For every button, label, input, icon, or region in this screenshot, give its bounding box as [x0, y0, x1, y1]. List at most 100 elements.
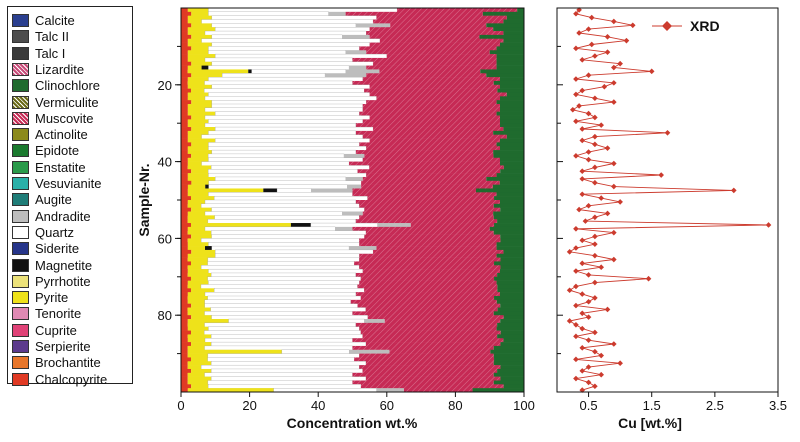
bar-segment-hatch — [359, 242, 497, 247]
legend-swatch — [12, 46, 29, 60]
legend-item: Clinochlore — [12, 77, 100, 94]
bar-segment-pyrite — [187, 246, 206, 251]
bar-segment-pyrite — [187, 322, 205, 328]
bar-segment-quartz — [201, 238, 360, 243]
xrd-point — [585, 202, 592, 209]
bar-segment-hatch — [362, 176, 487, 182]
bar-segment-hatch — [390, 23, 487, 28]
bar-segment-quartz — [208, 119, 363, 124]
bar-segment-quartz — [211, 361, 367, 366]
bar-segment-quartz — [204, 57, 353, 63]
bar-segment-chalcopyrite — [181, 257, 188, 262]
bar-segment-clinochlore — [500, 376, 524, 381]
bar-segment-pyrite — [191, 342, 212, 347]
bar-segment-quartz — [201, 265, 360, 270]
bar-segment-pyrite — [187, 19, 202, 24]
bar-segment-clinochlore — [500, 303, 524, 308]
bar-segment-hatch — [364, 88, 498, 93]
bar-segment-chalcopyrite — [181, 27, 188, 32]
bar-segment-quartz — [208, 157, 363, 163]
bar-segment-clinochlore — [493, 80, 524, 86]
bar-segment-pyrite — [187, 38, 202, 43]
xrd-point — [611, 18, 617, 25]
bar-segment-hatch — [365, 307, 498, 312]
bar-segment-chalcopyrite — [181, 338, 188, 343]
legend-item: Chalcopyrite — [12, 371, 107, 388]
bar-segment-hatch — [369, 34, 480, 40]
bar-segment-hatch — [366, 31, 504, 36]
bar-segment-chalcopyrite — [181, 100, 192, 105]
bar-segment-clinochlore — [497, 272, 524, 278]
bar-segment-quartz — [208, 46, 360, 51]
bar-segment-andradite — [355, 23, 391, 28]
bar-segment-hatch — [359, 46, 497, 51]
bar-segment-chalcopyrite — [181, 226, 188, 232]
bar-segment-clinochlore — [486, 23, 524, 28]
xrd-point — [579, 57, 586, 63]
bar-segment-pyrite — [187, 230, 212, 235]
bar-segment-clinochlore — [503, 19, 524, 24]
bar-segment-clinochlore — [499, 107, 524, 112]
xrd-point — [579, 291, 586, 297]
xrd-point — [579, 387, 586, 393]
bar-segment-hatch — [359, 257, 501, 262]
legend-label: Siderite — [35, 241, 80, 257]
bar-segment-chalcopyrite — [181, 380, 188, 385]
xrd-point — [573, 76, 579, 82]
bar-segment-clinochlore — [500, 342, 524, 347]
bar-segment-quartz — [211, 245, 350, 251]
bar-segment-chalcopyrite — [181, 200, 188, 205]
xrd-point — [592, 133, 598, 140]
bar-segment-hatch — [364, 234, 501, 239]
xrd-point — [629, 22, 636, 29]
bar-segment-clinochlore — [506, 15, 524, 20]
bar-segment-pyrite — [187, 353, 208, 358]
bar-segment-clinochlore — [496, 65, 524, 70]
bar-segment-clinochlore — [493, 345, 524, 351]
xrd-point — [573, 91, 579, 98]
bar-segment-chalcopyrite — [181, 203, 188, 208]
bar-segment-hatch — [361, 184, 493, 189]
bar-segment-hatch — [352, 80, 494, 86]
bar-segment-andradite — [325, 73, 367, 78]
legend-item: Calcite — [12, 12, 75, 29]
bar-segment-clinochlore — [499, 104, 524, 109]
bar-segment-hatch — [369, 92, 507, 97]
bar-segment-andradite — [349, 65, 367, 70]
legend-item: Talc II — [12, 28, 69, 45]
xrd-point — [585, 314, 592, 320]
bar-segment-hatch — [360, 276, 495, 281]
bar-segment-chalcopyrite — [181, 15, 188, 20]
bar-segment-pyrite — [191, 11, 209, 16]
bar-segment-quartz — [208, 7, 398, 13]
bar-segment-clinochlore — [499, 146, 524, 151]
cu-chart-axes: 0.5 1.5 2.5 3.5 — [556, 7, 787, 413]
bar-segment-pyrite — [190, 288, 215, 293]
bar-segment-pyrite — [187, 130, 209, 136]
bar-segment-chalcopyrite — [181, 272, 188, 278]
bar-segment-andradite — [377, 223, 411, 228]
bar-segment-clinochlore — [496, 100, 524, 105]
bar-segment-chalcopyrite — [181, 330, 191, 335]
bar-segment-clinochlore — [489, 226, 524, 232]
bar-segment-andradite — [349, 246, 377, 251]
xrd-point — [573, 226, 579, 232]
bar-segment-chalcopyrite — [181, 180, 192, 185]
bar-segment-quartz — [211, 103, 363, 109]
xrd-point — [592, 141, 598, 148]
bar-segment-quartz — [201, 364, 360, 370]
xrd-point — [588, 41, 595, 48]
bar-segment-chalcopyrite — [181, 357, 191, 362]
legend-swatch — [12, 242, 29, 256]
bar-segment-quartz — [310, 222, 378, 228]
bar-segment-quartz — [207, 257, 360, 262]
bar-segment-quartz — [211, 149, 357, 155]
bar-segment-hatch — [352, 345, 494, 351]
bar-segment-clinochlore — [497, 368, 524, 374]
bar-segment-clinochlore — [496, 253, 524, 258]
bar-segment-chalcopyrite — [181, 8, 188, 13]
xrd-point — [611, 99, 617, 105]
legend-swatch — [12, 144, 29, 158]
xrd-point — [573, 45, 579, 52]
bar-segment-quartz — [201, 161, 350, 166]
